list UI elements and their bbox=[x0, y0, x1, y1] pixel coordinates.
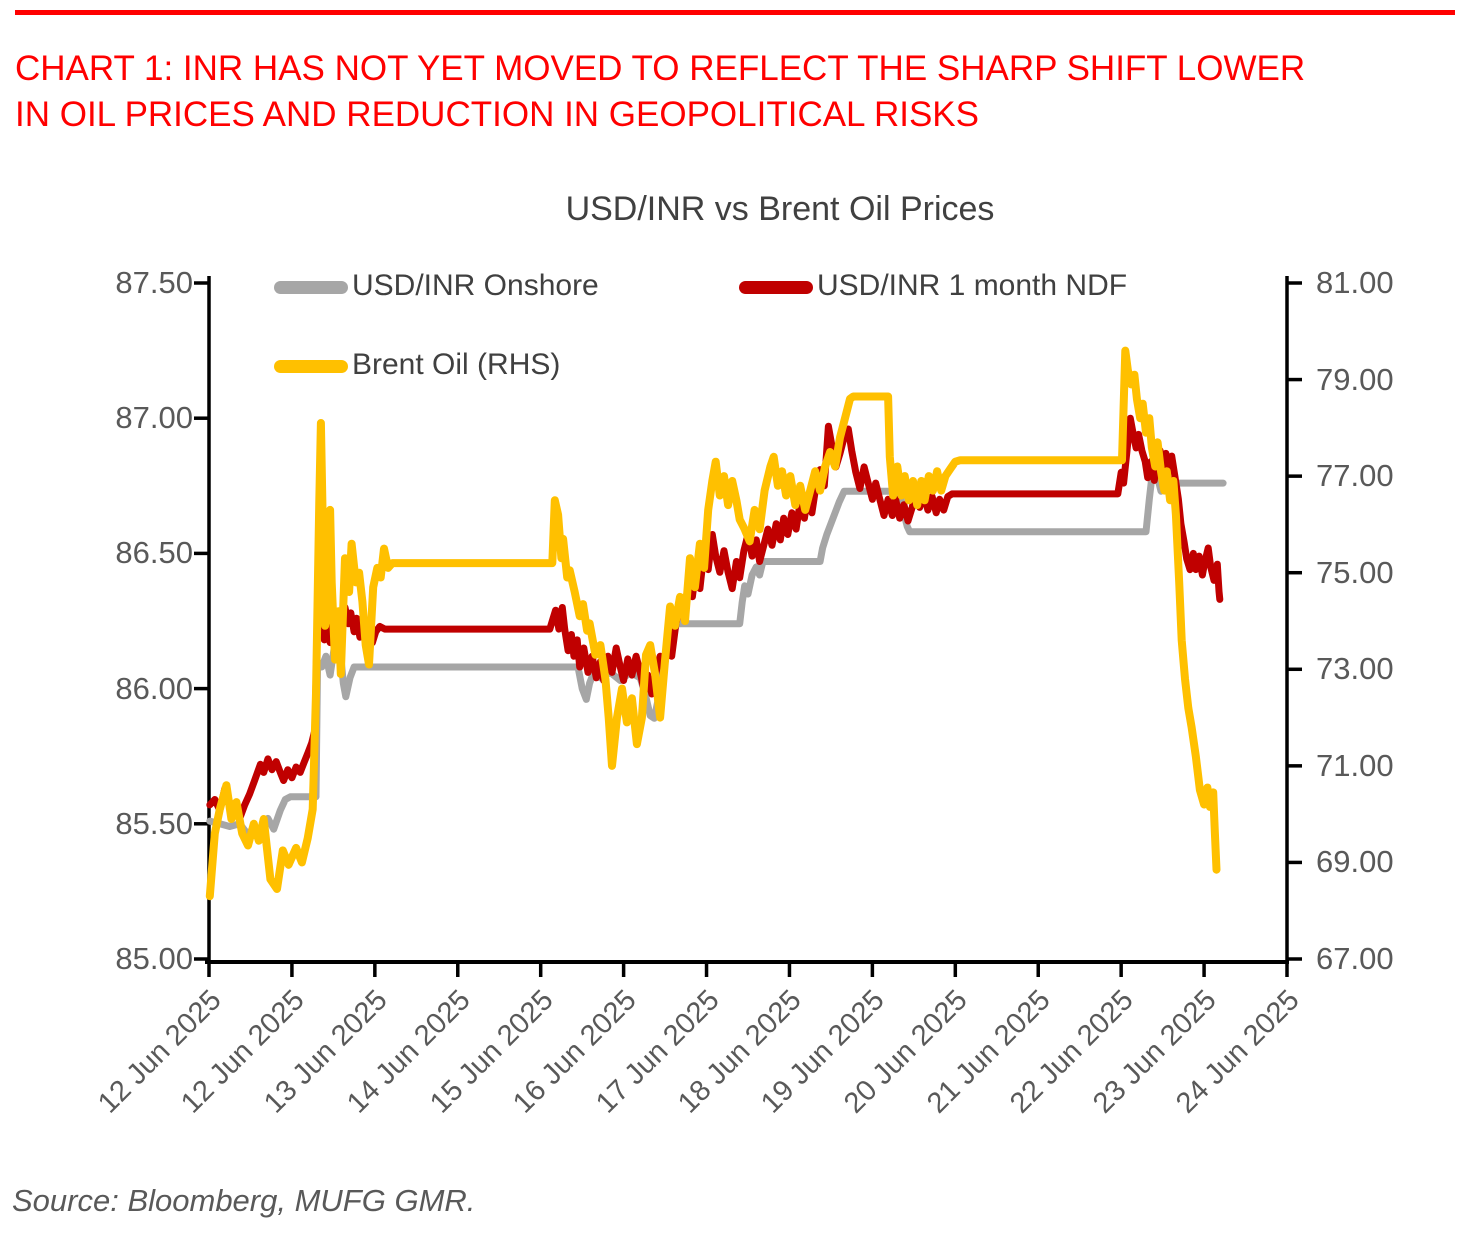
report-heading-line2: IN OIL PRICES AND REDUCTION IN GEOPOLITI… bbox=[15, 95, 979, 134]
legend-label-brent-oil: Brent Oil (RHS) bbox=[352, 348, 561, 381]
left-axis-label-4: 85.50 bbox=[115, 805, 193, 841]
right-axis-label-4: 73.00 bbox=[1316, 651, 1394, 687]
right-axis-label-2: 77.00 bbox=[1316, 458, 1394, 494]
legend-label-usd-inr-onshore: USD/INR Onshore bbox=[352, 269, 599, 302]
left-axis-label-0: 87.50 bbox=[115, 265, 193, 300]
legend-swatch-brent-oil bbox=[274, 360, 348, 373]
report-heading: CHART 1: INR HAS NOT YET MOVED TO REFLEC… bbox=[15, 46, 1455, 138]
left-axis-label-1: 87.00 bbox=[115, 400, 193, 436]
left-axis-label-2: 86.50 bbox=[115, 535, 193, 571]
right-axis-label-1: 79.00 bbox=[1316, 361, 1394, 397]
header-rule bbox=[15, 10, 1455, 15]
brent-oil-rhs--line bbox=[205, 346, 1221, 901]
right-axis-label-5: 71.00 bbox=[1316, 747, 1394, 783]
right-axis-label-6: 69.00 bbox=[1316, 844, 1394, 880]
usd-inr-onshore-line bbox=[206, 458, 1227, 839]
legend-swatch-usd-inr-1m-ndf bbox=[739, 281, 813, 294]
legend-label-usd-inr-1m-ndf: USD/INR 1 month NDF bbox=[817, 269, 1128, 302]
chart-title: USD/INR vs Brent Oil Prices bbox=[565, 190, 995, 228]
source-attribution: Source: Bloomberg, MUFG GMR. bbox=[12, 1183, 476, 1218]
left-axis-label-5: 85.00 bbox=[115, 941, 193, 976]
legend-swatch-usd-inr-onshore bbox=[274, 281, 348, 294]
report-heading-line1: CHART 1: INR HAS NOT YET MOVED TO REFLEC… bbox=[15, 49, 1306, 88]
right-axis-label-3: 75.00 bbox=[1316, 554, 1394, 590]
right-axis-label-7: 67.00 bbox=[1316, 941, 1394, 976]
right-axis-label-0: 81.00 bbox=[1316, 265, 1394, 300]
left-axis-label-3: 86.00 bbox=[115, 670, 193, 706]
